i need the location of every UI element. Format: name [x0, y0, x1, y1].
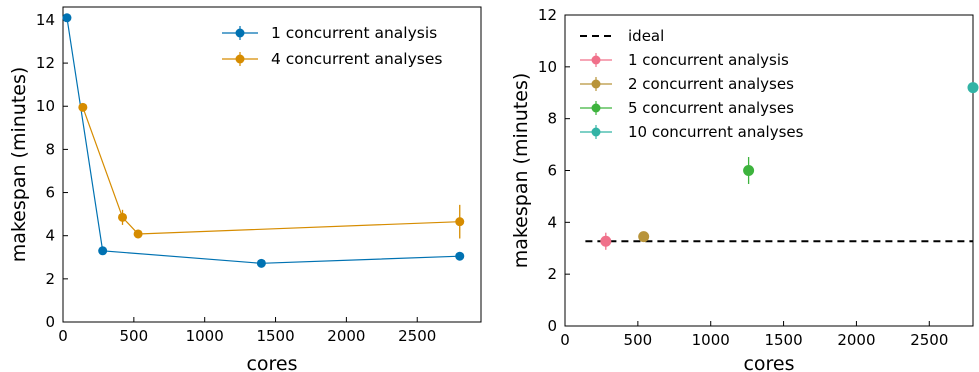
data-point [455, 217, 465, 227]
data-point [256, 258, 266, 268]
data-point [967, 82, 979, 94]
data-point [78, 102, 88, 112]
legend-label: ideal [628, 27, 664, 45]
y-tick-label: 14 [36, 11, 55, 29]
y-tick-label: 0 [547, 317, 557, 335]
right-chart-panel: 0 500 1000 1500 2000 2500 0 2 4 6 8 10 12 cores makesp… [510, 6, 979, 372]
legend-label: 4 concurrent analyses [271, 50, 442, 68]
series-line [82, 107, 460, 235]
x-tick-label: 2000 [837, 331, 875, 349]
legend-label: 10 concurrent analyses [628, 123, 804, 141]
x-tick-label: 1000 [692, 331, 730, 349]
legend-label: 5 concurrent analyses [628, 99, 794, 117]
legend-marker [235, 28, 245, 38]
data-point [638, 231, 650, 243]
x-tick-label: 2500 [910, 331, 948, 349]
left-chart-panel: 0 500 1000 1500 2000 2500 0 2 4 6 8 10 12 14 cores make… [8, 6, 482, 372]
legend-marker [591, 103, 601, 113]
x-tick-label: 2500 [398, 327, 436, 345]
y-tick-label: 10 [36, 97, 55, 115]
y-tick-label: 6 [547, 162, 557, 180]
data-point [743, 165, 755, 176]
legend-marker [591, 79, 601, 89]
data-point [133, 229, 143, 239]
legend-label: 1 concurrent analysis [271, 24, 437, 42]
y-tick-label: 10 [538, 58, 557, 76]
x-axis-label: cores [246, 353, 297, 372]
data-point [62, 13, 72, 23]
y-tick-label: 6 [45, 184, 55, 202]
y-tick-label: 8 [45, 140, 55, 158]
y-tick-label: 0 [45, 313, 55, 331]
x-axis-label: cores [743, 353, 794, 372]
plot-frame [62, 6, 482, 323]
legend-label: 1 concurrent analysis [628, 51, 789, 69]
x-tick-label: 500 [624, 331, 653, 349]
legend-marker [235, 54, 245, 64]
x-tick-label: 0 [58, 327, 68, 345]
legend-marker [591, 127, 601, 137]
y-tick-label: 2 [547, 265, 557, 283]
data-point [98, 246, 108, 256]
legend-marker [591, 55, 601, 65]
y-tick-label: 2 [45, 270, 55, 288]
y-tick-label: 8 [547, 110, 557, 128]
y-tick-label: 4 [547, 213, 557, 231]
data-point [600, 235, 612, 247]
x-tick-label: 2000 [327, 327, 365, 345]
y-axis-label: makespan (minutes) [8, 67, 30, 263]
x-tick-label: 1000 [186, 327, 224, 345]
data-point [118, 212, 128, 222]
x-tick-label: 1500 [256, 327, 294, 345]
y-axis-label: makespan (minutes) [510, 73, 532, 269]
data-point [455, 251, 465, 261]
x-tick-label: 0 [560, 331, 570, 349]
y-tick-label: 12 [538, 6, 557, 24]
x-tick-label: 500 [120, 327, 149, 345]
y-tick-label: 12 [36, 54, 55, 72]
series-line [66, 17, 460, 264]
x-tick-label: 1500 [764, 331, 802, 349]
legend-label: 2 concurrent analyses [628, 75, 794, 93]
y-tick-label: 4 [45, 227, 55, 245]
